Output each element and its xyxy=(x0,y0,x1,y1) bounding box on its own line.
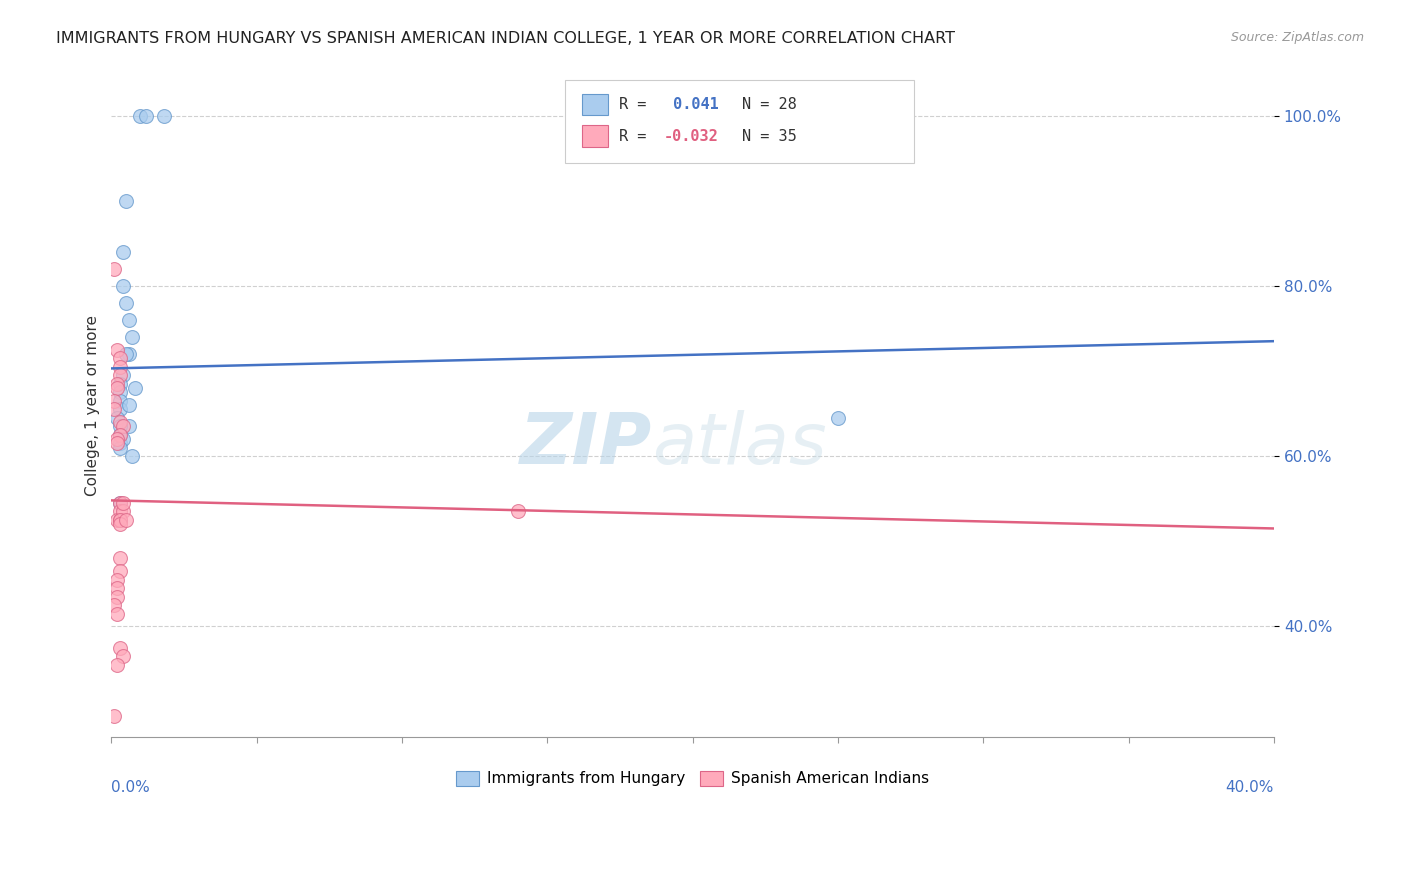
Point xyxy=(112,504,135,518)
Point xyxy=(108,368,131,383)
Text: N = 35: N = 35 xyxy=(741,128,796,144)
Point xyxy=(108,376,131,391)
Point xyxy=(121,330,143,344)
Point xyxy=(108,564,131,578)
Point xyxy=(108,393,131,408)
Text: Source: ZipAtlas.com: Source: ZipAtlas.com xyxy=(1230,31,1364,45)
Point xyxy=(118,347,141,361)
FancyBboxPatch shape xyxy=(565,79,914,162)
Point xyxy=(118,313,141,327)
Text: N = 28: N = 28 xyxy=(741,96,796,112)
Point xyxy=(105,436,128,450)
Point xyxy=(152,109,174,123)
Point xyxy=(105,381,128,395)
Point xyxy=(124,381,146,395)
FancyBboxPatch shape xyxy=(582,126,607,146)
Point xyxy=(103,598,125,612)
Point xyxy=(118,398,141,412)
Point xyxy=(105,410,128,425)
Point xyxy=(108,551,131,566)
Point xyxy=(108,517,131,532)
Point xyxy=(108,504,131,518)
Point xyxy=(112,496,135,510)
Text: 0.041: 0.041 xyxy=(664,96,718,112)
Point xyxy=(129,109,152,123)
Legend: Immigrants from Hungary, Spanish American Indians: Immigrants from Hungary, Spanish America… xyxy=(450,764,935,792)
Point xyxy=(112,649,135,664)
Point xyxy=(112,278,135,293)
Text: R =: R = xyxy=(620,96,657,112)
Point xyxy=(112,432,135,446)
Point xyxy=(108,496,131,510)
Point xyxy=(105,581,128,595)
Point xyxy=(105,343,128,357)
Point xyxy=(112,244,135,259)
Y-axis label: College, 1 year or more: College, 1 year or more xyxy=(86,315,100,496)
Text: IMMIGRANTS FROM HUNGARY VS SPANISH AMERICAN INDIAN COLLEGE, 1 YEAR OR MORE CORRE: IMMIGRANTS FROM HUNGARY VS SPANISH AMERI… xyxy=(56,31,955,46)
Point xyxy=(105,573,128,587)
Point xyxy=(108,402,131,417)
Point xyxy=(103,402,125,417)
Point xyxy=(108,640,131,655)
Point xyxy=(105,607,128,621)
Point xyxy=(105,432,128,446)
Point xyxy=(115,347,138,361)
FancyBboxPatch shape xyxy=(582,94,607,115)
Point xyxy=(135,109,157,123)
Point xyxy=(508,504,530,518)
Text: -0.032: -0.032 xyxy=(664,128,718,144)
Text: ZIP: ZIP xyxy=(520,410,652,479)
Point xyxy=(112,419,135,434)
Point xyxy=(108,359,131,374)
Text: R =: R = xyxy=(620,128,657,144)
Point xyxy=(105,590,128,604)
Point xyxy=(103,393,125,408)
Point xyxy=(108,513,131,527)
Point xyxy=(108,436,131,450)
Point xyxy=(108,513,131,527)
Point xyxy=(108,427,131,442)
Point xyxy=(108,419,131,434)
Point xyxy=(103,261,125,276)
Point xyxy=(112,368,135,383)
Text: 0.0%: 0.0% xyxy=(111,780,150,796)
Point xyxy=(103,708,125,723)
Text: atlas: atlas xyxy=(652,410,827,479)
Point xyxy=(105,513,128,527)
Point xyxy=(115,194,138,208)
Point xyxy=(827,410,849,425)
Point xyxy=(115,513,138,527)
Point xyxy=(108,415,131,429)
Point xyxy=(121,449,143,463)
Point xyxy=(108,351,131,366)
Point xyxy=(108,427,131,442)
Point xyxy=(105,376,128,391)
Point xyxy=(108,441,131,455)
Point xyxy=(115,296,138,310)
Point xyxy=(105,657,128,672)
Point xyxy=(108,496,131,510)
Point xyxy=(118,419,141,434)
Point xyxy=(108,385,131,400)
Text: 40.0%: 40.0% xyxy=(1226,780,1274,796)
